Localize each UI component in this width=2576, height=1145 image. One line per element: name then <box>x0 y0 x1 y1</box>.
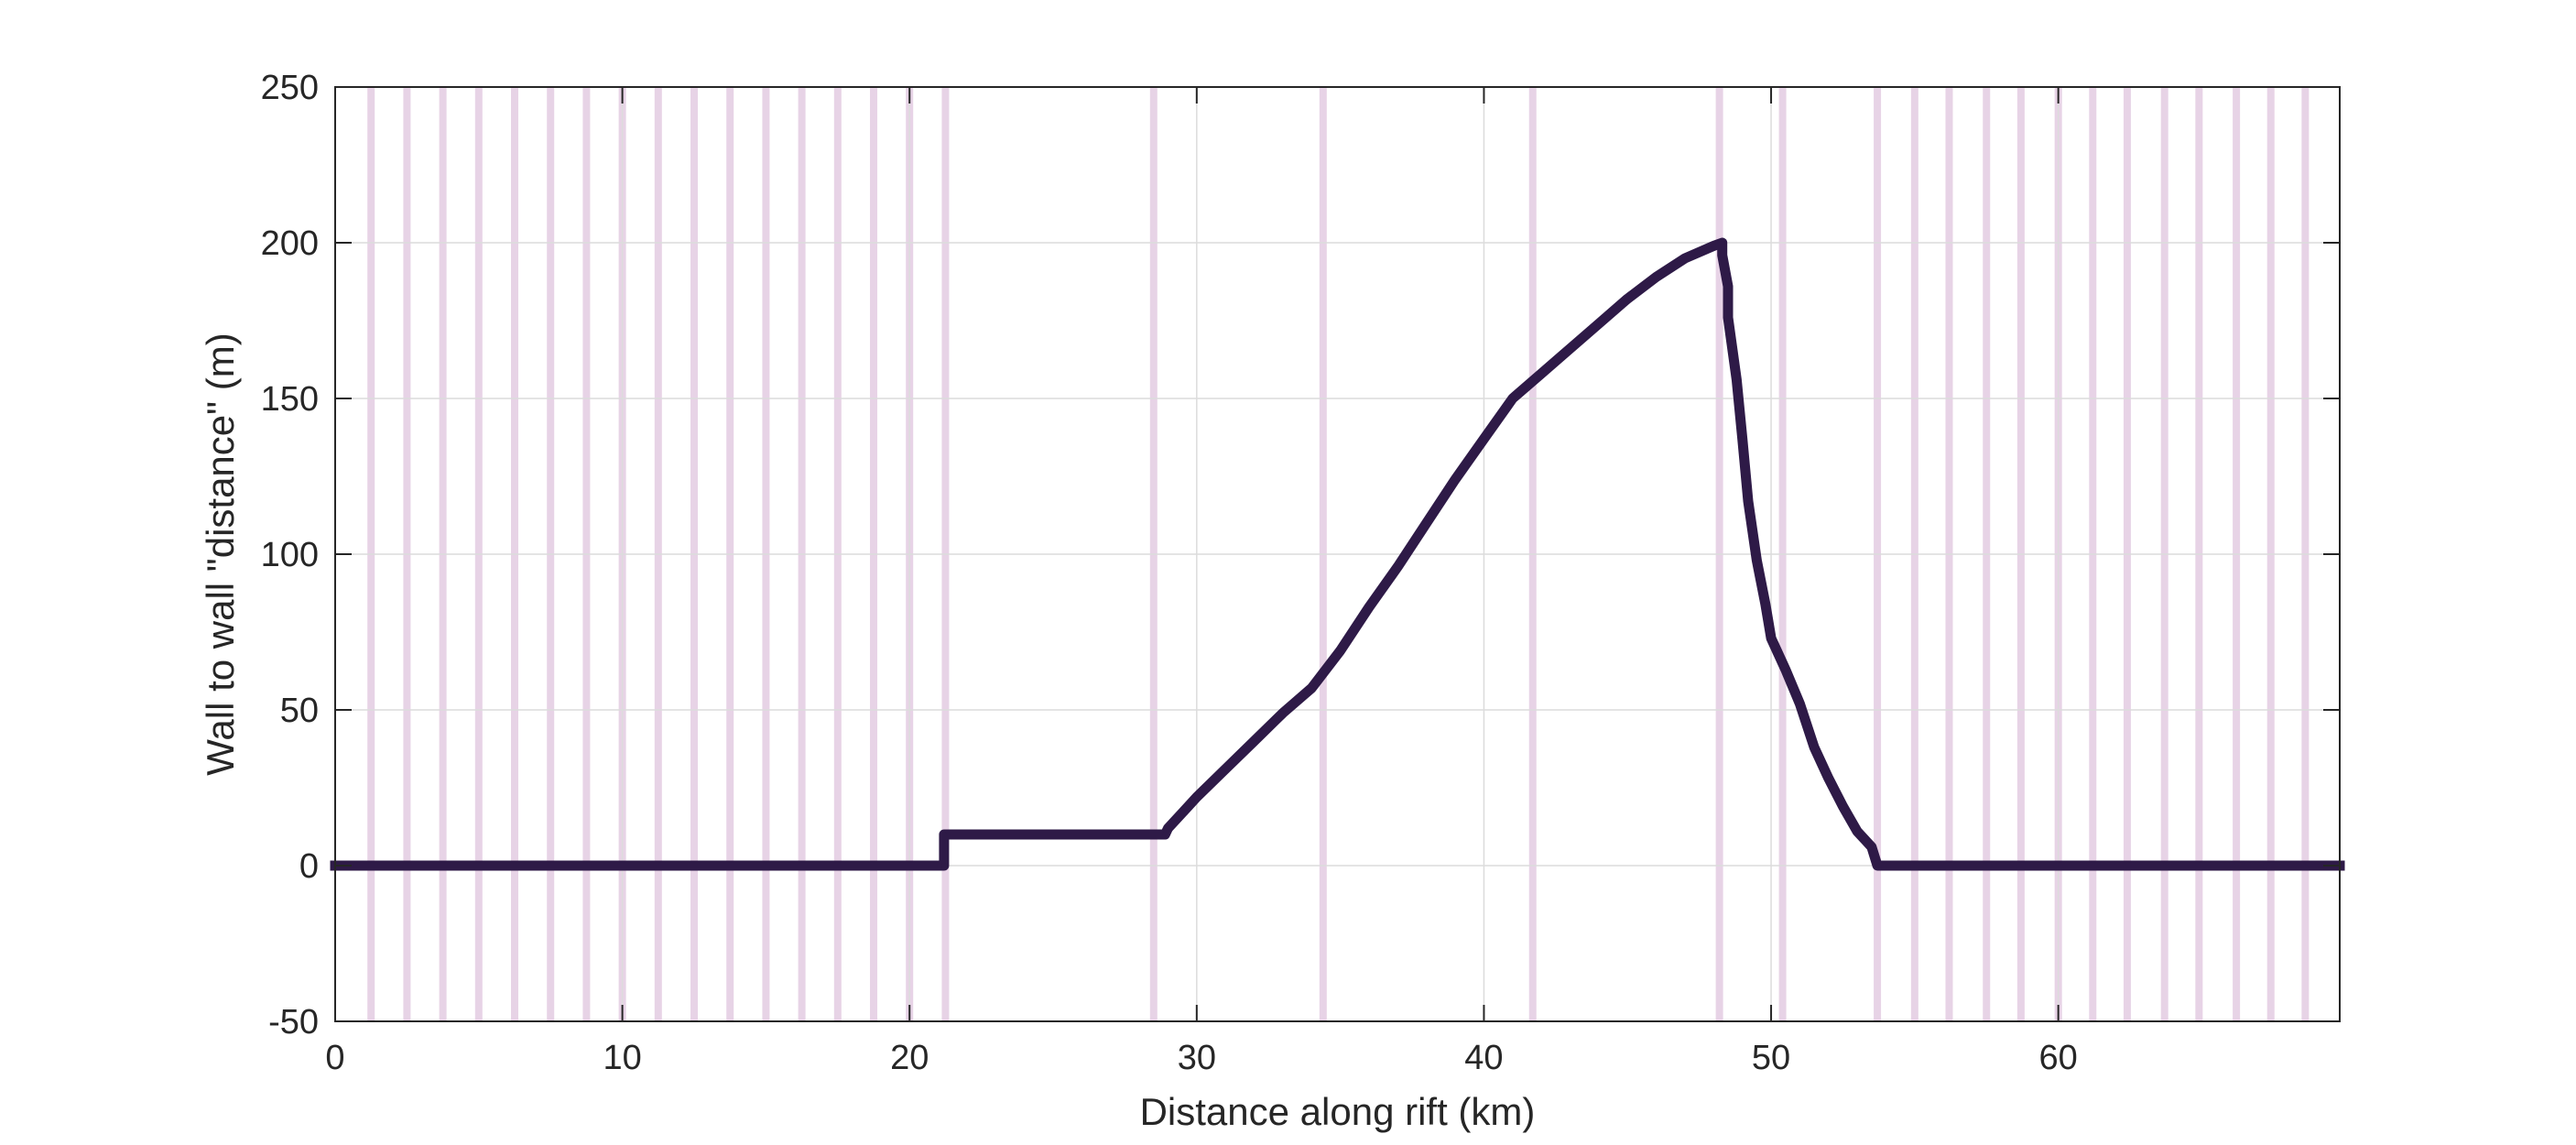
x-tick-label-6: 60 <box>2039 1039 2078 1077</box>
y-tick-label-5: 200 <box>261 224 319 263</box>
y-tick-labels: -50 0 50 100 150 200 250 <box>261 69 319 1041</box>
data-point-16 <box>1481 436 1487 442</box>
data-point-8 <box>1251 738 1257 744</box>
data-point-40 <box>1854 828 1861 834</box>
data-point-28 <box>1725 314 1732 321</box>
x-tick-label-0: 0 <box>325 1039 344 1077</box>
data-point-10 <box>1309 685 1315 692</box>
data-point-1 <box>940 863 947 868</box>
data-point-25 <box>1719 240 1725 245</box>
data-point-37 <box>1811 744 1818 750</box>
y-axis-title: Wall to wall "distance" (m) <box>199 333 242 775</box>
x-tick-label-1: 10 <box>603 1039 641 1077</box>
data-point-39 <box>1840 803 1846 810</box>
data-point-35 <box>1782 666 1788 672</box>
series-line-0 <box>330 237 2345 871</box>
data-point-33 <box>1762 601 1768 607</box>
data-point-21 <box>1625 296 1631 302</box>
x-tick-label-2: 20 <box>890 1039 929 1077</box>
data-point-3 <box>1162 832 1168 837</box>
data-point-14 <box>1423 520 1429 526</box>
grid-lines <box>334 86 2340 1022</box>
data-point-19 <box>1567 345 1573 352</box>
data-point-29 <box>1734 376 1740 383</box>
data-point-30 <box>1739 436 1745 442</box>
x-tick-label-5: 50 <box>1752 1039 1790 1077</box>
data-point-15 <box>1452 476 1459 483</box>
data-point-4 <box>1165 825 1171 832</box>
data-point-34 <box>1768 635 1775 641</box>
data-point-38 <box>1825 775 1831 781</box>
x-tick-labels: 0 10 20 30 40 50 60 <box>325 1039 2077 1077</box>
data-point-27 <box>1725 283 1732 289</box>
data-point-43 <box>1875 863 1881 868</box>
axis-ticks <box>334 86 2340 1022</box>
data-point-22 <box>1653 274 1659 280</box>
data-point-5 <box>1179 810 1186 816</box>
data-point-11 <box>1337 648 1343 654</box>
data-point-12 <box>1365 604 1372 610</box>
data-point-9 <box>1279 710 1286 716</box>
data-point-23 <box>1681 256 1688 261</box>
y-tick-label-2: 50 <box>280 692 319 730</box>
x-tick-label-3: 30 <box>1178 1039 1216 1077</box>
data-point-17 <box>1509 396 1516 401</box>
data-point-18 <box>1538 370 1545 376</box>
data-point-7 <box>1223 766 1229 772</box>
y-tick-label-1: 0 <box>299 847 319 886</box>
x-axis-title: Distance along rift (km) <box>1140 1090 1536 1133</box>
y-tick-label-0: -50 <box>268 1003 319 1041</box>
data-point-2 <box>940 832 947 837</box>
data-series <box>330 237 2345 871</box>
data-point-13 <box>1395 563 1401 570</box>
data-point-26 <box>1719 252 1725 258</box>
data-point-36 <box>1797 701 1803 707</box>
data-point-6 <box>1193 794 1200 801</box>
data-point-32 <box>1754 557 1760 563</box>
data-point-41 <box>1868 844 1875 850</box>
x-tick-label-4: 40 <box>1464 1039 1503 1077</box>
y-tick-label-4: 150 <box>261 380 319 419</box>
y-tick-label-3: 100 <box>261 536 319 574</box>
data-point-31 <box>1745 498 1751 505</box>
data-point-24 <box>1711 243 1717 249</box>
data-point-20 <box>1595 321 1602 327</box>
y-tick-label-6: 250 <box>261 69 319 107</box>
